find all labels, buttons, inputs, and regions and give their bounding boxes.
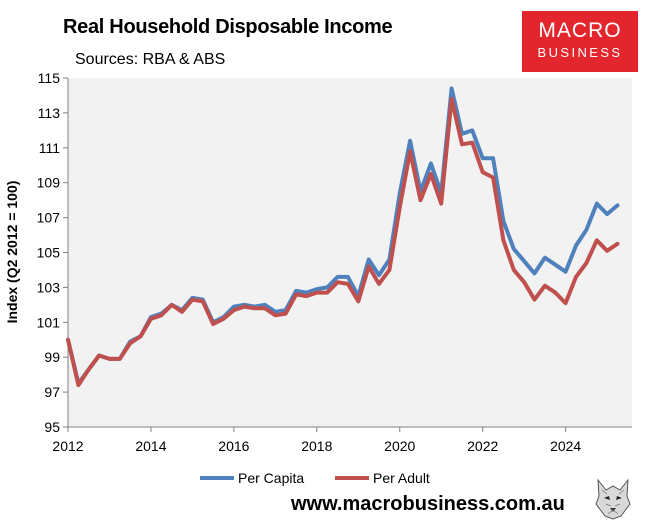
wolf-mascot-icon [592,476,634,520]
x-tick-label: 2014 [135,438,166,454]
y-tick-label: 107 [37,210,61,226]
legend-label: Per Adult [373,470,430,486]
x-tick-label: 2012 [52,438,83,454]
y-tick-label: 113 [38,105,61,121]
x-tick-label: 2022 [467,438,498,454]
legend: Per Capita Per Adult [200,470,430,486]
y-tick-label: 103 [37,279,61,295]
x-tick-label: 2016 [218,438,249,454]
x-tick-label: 2020 [384,438,415,454]
logo-line-1: MACRO [538,19,622,42]
logo-line-2: BUSINESS [537,45,623,60]
y-tick-label: 97 [44,384,60,400]
y-axis-label: Index (Q2 2012 = 100) [4,181,20,324]
plot-area [68,78,632,427]
series-line-per-adult [66,96,620,388]
y-tick-label: 95 [44,419,60,435]
x-tick-label: 2024 [550,438,581,454]
y-tick-label: 109 [37,175,61,191]
y-tick-label: 99 [44,349,60,365]
macrobusiness-logo[interactable]: MACRO BUSINESS [522,11,638,72]
footer-url[interactable]: www.macrobusiness.com.au [291,493,565,515]
axes: 95 97 99 101 103 105 107 109 111 113 115 2012 2014 20… [37,70,632,454]
chart-subtitle: Sources: RBA & ABS [75,51,226,68]
y-tick-label: 105 [37,245,61,261]
y-tick-label: 115 [38,70,61,86]
y-tick-label: 111 [39,140,60,156]
legend-label: Per Capita [238,470,304,486]
chart-title: Real Household Disposable Income [63,16,393,38]
series-layer [66,86,620,388]
y-tick-label: 101 [37,314,61,330]
x-tick-label: 2018 [301,438,332,454]
